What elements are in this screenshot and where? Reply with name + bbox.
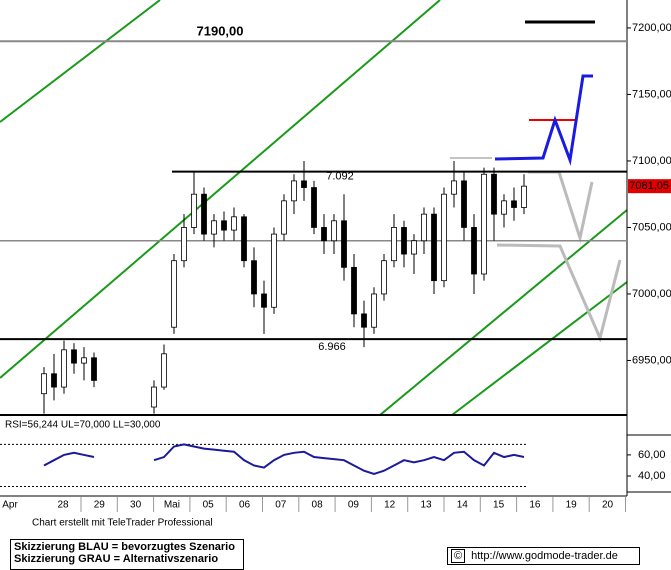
rsi-line [43,443,525,475]
y-tick-label: 7000,00 [632,288,671,300]
last-price-box [628,179,671,194]
x-tick-label: 16 [529,500,541,511]
x-tick-label: 14 [457,500,469,511]
candle-body [331,220,337,242]
x-tick-label: Apr [2,500,18,511]
x-tick-label: 28 [57,500,69,511]
y-tick-label: 7100,00 [632,155,671,167]
copyright: © [451,549,466,563]
candle-body [491,173,497,215]
candle-body [181,227,187,262]
candle-body [251,260,257,295]
candle-body [461,180,467,228]
candle-body [81,357,87,364]
candle-body [241,216,247,262]
candle-body [161,353,167,388]
candle-body [301,180,307,188]
x-tick-label: 12 [384,500,396,511]
x-tick-label: 06 [239,500,251,511]
candle-body [261,293,267,308]
trend-lines [0,0,628,416]
candle-body [311,187,317,228]
candle-body [501,200,507,215]
url: http://www.godmode-trader.de [471,550,618,562]
candle-body [371,293,377,328]
candle-body [481,173,487,275]
candle-body [281,200,287,235]
y-tick-label: 7050,00 [632,221,671,233]
candle-body [91,357,97,381]
url-box: © http://www.godmode-trader.de [447,547,640,565]
candle-body [391,227,397,262]
candle-body [41,373,47,395]
x-tick-label: 07 [275,500,287,511]
x-tick-label: 05 [203,500,215,511]
y-tick-label: 60,00 [638,449,666,461]
candle-body [151,386,157,408]
candle-body [431,213,437,282]
credit: Chart erstellt mit TeleTrader Profession… [32,518,213,529]
level-label: 7190,00 [197,24,244,39]
rsi-title: RSI=56,244 UL=70,000 LL=30,000 [5,420,161,431]
candle-body [451,180,457,195]
candle-body [211,220,217,235]
x-tick-label: 19 [566,500,578,511]
level-label: 7.092 [326,170,354,182]
candle-body [71,349,77,364]
candle-body [511,200,517,208]
candle-body [191,193,197,228]
candle-body [361,313,367,328]
legend-line: Skizzierung BLAU = bevorzugtes Szenario [14,541,235,553]
x-tick-label: 20 [602,500,614,511]
candle-body [201,193,207,235]
candle-body [321,227,327,242]
last-price-label: 7081,05 [629,180,669,192]
candle-body [221,220,227,231]
candle-body [471,227,477,275]
candle-body [401,227,407,255]
candle-body [171,260,177,328]
candle-body [381,260,387,295]
x-tick-label: 30 [130,500,142,511]
candle-body [291,180,297,202]
candle-body [231,216,237,231]
candle-body [521,185,527,208]
scenario-sketches [450,20,622,343]
candle-body [51,373,57,388]
x-tick-label: 29 [94,500,106,511]
y-tick-label: 7200,00 [632,22,671,34]
x-tick-label: 09 [348,500,360,511]
candle-body [411,240,417,255]
level-label: 6.966 [318,341,346,353]
x-tick-label: 15 [493,500,505,511]
y-tick-label: 6950,00 [632,354,671,366]
candle-body [341,220,347,268]
y-tick-label: 40,00 [638,470,666,482]
x-tick-label: 08 [312,500,324,511]
candle-body [441,193,447,282]
legend-box: Skizzierung BLAU = bevorzugtes Szenario … [10,539,244,570]
x-tick-label: Mai [164,500,180,511]
x-tick-label: 13 [420,500,432,511]
candle-body [351,266,357,315]
legend-line: Skizzierung GRAU = Alternativszenario [14,553,219,565]
candle-body [271,233,277,308]
candle-body [421,213,427,242]
candle-body [61,349,67,388]
y-tick-label: 7150,00 [632,88,671,100]
